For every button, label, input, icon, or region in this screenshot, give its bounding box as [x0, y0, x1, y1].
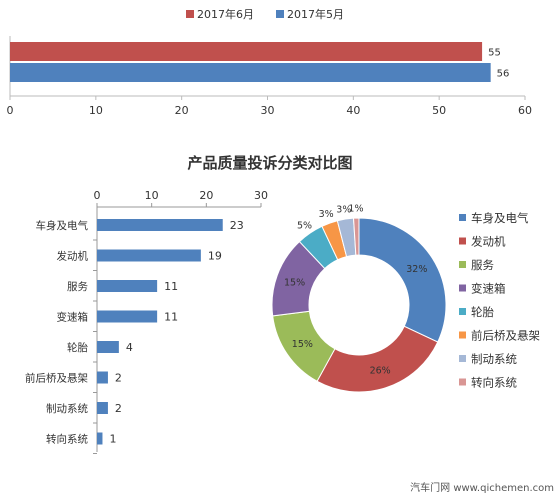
legend-label: 车身及电气: [471, 211, 529, 225]
data-label: 19: [208, 250, 222, 263]
legend-label: 2017年6月: [197, 7, 254, 21]
legend-label: 制动系统: [471, 352, 517, 366]
data-label: 2: [115, 372, 122, 385]
slice-label: 32%: [406, 264, 427, 275]
bar: [10, 63, 491, 82]
bar: [97, 310, 158, 323]
category-label: 服务: [67, 280, 88, 293]
x-tick-label: 30: [254, 189, 268, 202]
category-label: 制动系统: [46, 402, 88, 415]
x-tick-label: 10: [145, 189, 159, 202]
data-label: 1: [109, 433, 116, 446]
bar: [97, 219, 223, 231]
x-tick-label: 20: [199, 189, 213, 202]
legend-label: 转向系统: [471, 376, 517, 390]
bar: [97, 402, 108, 414]
data-label: 23: [230, 219, 244, 232]
x-tick-label: 50: [432, 104, 446, 117]
monthly-comparison-bar-chart: 0 10 20 30 40 50 60 55 56: [7, 36, 532, 117]
data-label: 11: [164, 280, 178, 293]
legend-swatch: [459, 237, 466, 245]
legend-label: 变速箱: [471, 282, 506, 296]
bar: [97, 432, 103, 445]
donut-slice: [358, 217, 447, 343]
category-label: 发动机: [57, 250, 89, 263]
x-tick-label: 30: [261, 104, 275, 117]
slice-label: 5%: [297, 220, 312, 231]
category-label: 轮胎: [67, 341, 88, 354]
bar: [97, 280, 158, 292]
slice-label: 3%: [336, 205, 351, 216]
category-label: 前后桥及悬架: [25, 372, 88, 385]
bar: [97, 371, 108, 384]
data-label: 11: [164, 311, 178, 324]
donut-slice: [353, 217, 360, 256]
x-tick-label: 0: [94, 189, 101, 202]
x-tick-label: 10: [89, 104, 103, 117]
top-legend: 2017年6月 2017年5月: [186, 7, 344, 21]
legend-label: 发动机: [471, 235, 506, 249]
legend-swatch: [459, 308, 466, 315]
slice-label: 3%: [319, 209, 334, 220]
legend-swatch: [459, 378, 466, 386]
legend-label: 服务: [471, 258, 494, 272]
data-label: 55: [488, 48, 501, 59]
legend-swatch: [459, 331, 466, 339]
source-watermark: 汽车门网 www.qichemen.com: [410, 483, 554, 494]
bar: [97, 341, 119, 353]
slice-label: 26%: [370, 366, 391, 377]
donut-slice: [316, 325, 439, 393]
category-label: 车身及电气: [36, 219, 89, 232]
legend-label: 2017年5月: [287, 7, 344, 21]
legend-swatch: [276, 10, 284, 18]
slice-label: 1%: [348, 204, 363, 215]
data-label: 4: [126, 341, 133, 354]
slice-label: 15%: [284, 277, 305, 288]
bar: [10, 42, 483, 61]
x-tick-label: 20: [175, 104, 189, 117]
data-label: 56: [497, 69, 510, 80]
legend-swatch: [186, 10, 194, 18]
category-label: 转向系统: [46, 433, 88, 446]
legend-swatch: [459, 214, 466, 221]
category-bar-chart: 0 10 20 30 车身及电气 23 发动机 19 服务 11 变速箱 11 轮胎 4 前后桥及悬架 2 制动…: [25, 189, 268, 454]
legend-swatch: [459, 261, 466, 268]
data-label: 2: [115, 402, 122, 415]
legend-label: 前后桥及悬架: [471, 329, 540, 343]
x-tick-label: 60: [518, 104, 532, 117]
legend-label: 轮胎: [471, 305, 494, 319]
chart-title: 产品质量投诉分类对比图: [187, 154, 352, 172]
category-label: 变速箱: [57, 311, 89, 324]
slice-label: 15%: [292, 339, 313, 350]
x-tick-label: 40: [346, 104, 360, 117]
category-donut-chart: 32%26%15%15%5%3% 3%1%: [271, 204, 447, 393]
legend-swatch: [459, 284, 466, 292]
bar: [97, 249, 201, 262]
x-tick-label: 0: [7, 104, 14, 117]
legend-swatch: [459, 355, 466, 362]
